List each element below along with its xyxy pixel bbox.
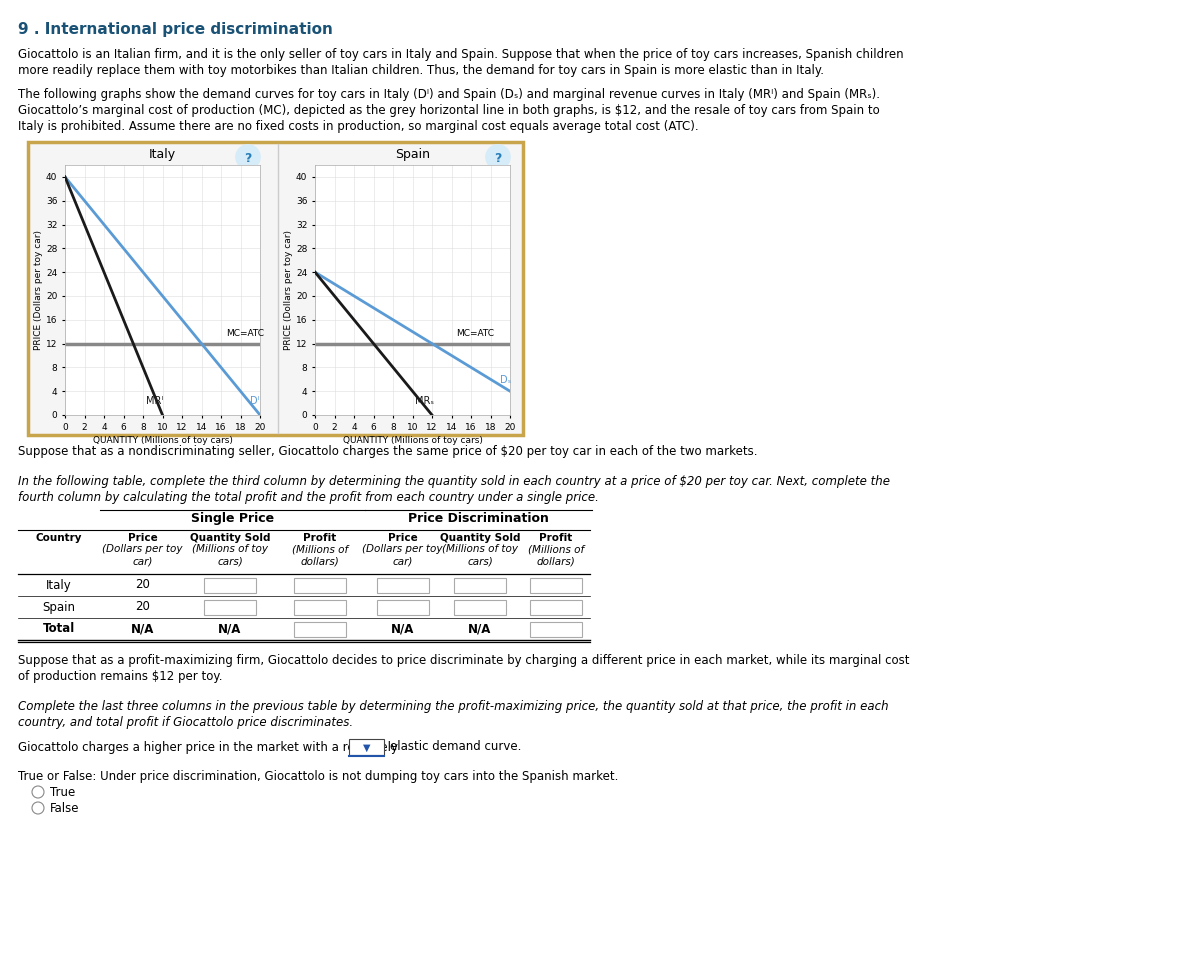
Text: Quantity Sold: Quantity Sold <box>439 533 521 543</box>
Text: Suppose that as a nondiscriminating seller, Giocattolo charges the same price of: Suppose that as a nondiscriminating sell… <box>18 445 757 458</box>
Text: ?: ? <box>245 152 252 165</box>
Text: MRᴵ: MRᴵ <box>146 396 163 406</box>
Text: Dₛ: Dₛ <box>499 376 511 385</box>
Text: (Dollars per toy
car): (Dollars per toy car) <box>362 544 443 566</box>
Text: elastic demand curve.: elastic demand curve. <box>390 741 521 753</box>
X-axis label: QUANTITY (Millions of toy cars): QUANTITY (Millions of toy cars) <box>92 436 233 445</box>
FancyBboxPatch shape <box>530 621 582 637</box>
Text: Price Discrimination: Price Discrimination <box>408 512 548 525</box>
Title: Spain: Spain <box>395 148 430 161</box>
Text: 9 . International price discrimination: 9 . International price discrimination <box>18 22 332 37</box>
Text: True: True <box>50 785 76 799</box>
FancyBboxPatch shape <box>294 621 346 637</box>
Text: Profit: Profit <box>304 533 337 543</box>
FancyBboxPatch shape <box>294 599 346 615</box>
Text: (Dollars per toy
car): (Dollars per toy car) <box>102 544 182 566</box>
Text: N/A: N/A <box>468 622 492 636</box>
Text: 20: 20 <box>136 579 150 591</box>
Circle shape <box>236 145 260 169</box>
Text: N/A: N/A <box>391 622 414 636</box>
Text: (Millions of toy
cars): (Millions of toy cars) <box>442 544 518 566</box>
FancyBboxPatch shape <box>377 578 428 592</box>
Circle shape <box>486 145 510 169</box>
FancyBboxPatch shape <box>530 599 582 615</box>
Text: Price: Price <box>127 533 157 543</box>
Text: Dᴵ: Dᴵ <box>251 396 260 406</box>
Text: (Millions of toy
cars): (Millions of toy cars) <box>192 544 268 566</box>
Text: Profit: Profit <box>539 533 572 543</box>
Text: 20: 20 <box>136 600 150 614</box>
Y-axis label: PRICE (Dollars per toy car): PRICE (Dollars per toy car) <box>284 230 293 350</box>
Text: True or False: Under price discrimination, Giocattolo is not dumping toy cars in: True or False: Under price discriminatio… <box>18 770 618 783</box>
Text: Italy is prohibited. Assume there are no fixed costs in production, so marginal : Italy is prohibited. Assume there are no… <box>18 120 698 133</box>
Text: more readily replace them with toy motorbikes than Italian children. Thus, the d: more readily replace them with toy motor… <box>18 64 824 77</box>
FancyBboxPatch shape <box>454 578 506 592</box>
Text: Giocattolo charges a higher price in the market with a relatively: Giocattolo charges a higher price in the… <box>18 741 398 753</box>
FancyBboxPatch shape <box>204 599 256 615</box>
Text: Giocattolo is an Italian firm, and it is the only seller of toy cars in Italy an: Giocattolo is an Italian firm, and it is… <box>18 48 904 61</box>
Text: MRₛ: MRₛ <box>415 396 433 406</box>
Text: Single Price: Single Price <box>191 512 274 525</box>
Text: Giocattolo’s marginal cost of production (MC), depicted as the grey horizontal l: Giocattolo’s marginal cost of production… <box>18 104 880 117</box>
Text: fourth column by calculating the total profit and the profit from each country u: fourth column by calculating the total p… <box>18 491 599 504</box>
FancyBboxPatch shape <box>349 739 384 755</box>
FancyBboxPatch shape <box>294 578 346 592</box>
Text: Italy: Italy <box>46 579 72 591</box>
Text: MC=ATC: MC=ATC <box>226 329 264 339</box>
Text: (Millions of
dollars): (Millions of dollars) <box>528 544 584 566</box>
Text: Price: Price <box>388 533 418 543</box>
FancyBboxPatch shape <box>377 599 428 615</box>
Y-axis label: PRICE (Dollars per toy car): PRICE (Dollars per toy car) <box>34 230 43 350</box>
Text: ▼: ▼ <box>362 743 371 753</box>
FancyBboxPatch shape <box>454 599 506 615</box>
Text: ?: ? <box>494 152 502 165</box>
FancyBboxPatch shape <box>204 578 256 592</box>
Text: Total: Total <box>43 622 76 636</box>
FancyBboxPatch shape <box>530 578 582 592</box>
Title: Italy: Italy <box>149 148 176 161</box>
Text: MC=ATC: MC=ATC <box>456 329 494 339</box>
Text: Suppose that as a profit-maximizing firm, Giocattolo decides to price discrimina: Suppose that as a profit-maximizing firm… <box>18 654 910 667</box>
Text: of production remains $12 per toy.: of production remains $12 per toy. <box>18 670 222 683</box>
Text: Spain: Spain <box>42 600 76 614</box>
Text: N/A: N/A <box>218 622 241 636</box>
Text: country, and total profit if Giocattolo price discriminates.: country, and total profit if Giocattolo … <box>18 716 353 729</box>
Text: Country: Country <box>36 533 83 543</box>
Text: The following graphs show the demand curves for toy cars in Italy (Dᴵ) and Spain: The following graphs show the demand cur… <box>18 88 880 101</box>
Text: False: False <box>50 802 79 814</box>
FancyBboxPatch shape <box>28 142 523 435</box>
Text: N/A: N/A <box>131 622 154 636</box>
Text: In the following table, complete the third column by determining the quantity so: In the following table, complete the thi… <box>18 475 890 488</box>
X-axis label: QUANTITY (Millions of toy cars): QUANTITY (Millions of toy cars) <box>342 436 482 445</box>
Text: Complete the last three columns in the previous table by determining the profit-: Complete the last three columns in the p… <box>18 700 889 713</box>
Text: (Millions of
dollars): (Millions of dollars) <box>292 544 348 566</box>
Text: Quantity Sold: Quantity Sold <box>190 533 270 543</box>
